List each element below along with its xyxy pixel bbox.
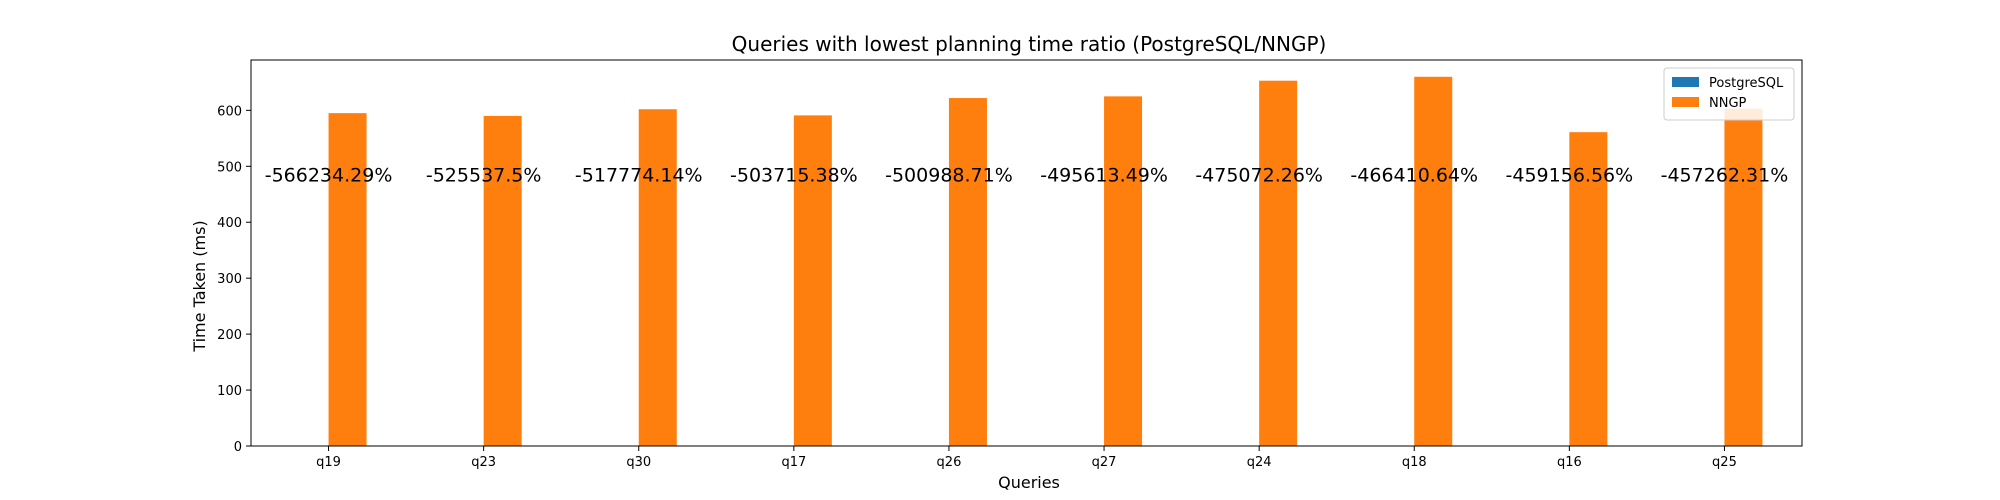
data-label-q17: -503715.38% xyxy=(730,164,858,186)
data-label-q16: -459156.56% xyxy=(1506,164,1634,186)
data-label-q18: -466410.64% xyxy=(1350,164,1478,186)
legend-swatch-nngp xyxy=(1672,97,1699,107)
x-tick-label: q27 xyxy=(1092,455,1117,470)
y-tick-label: 600 xyxy=(217,104,242,119)
data-label-q24: -475072.26% xyxy=(1195,164,1323,186)
bar-nngp-q24 xyxy=(1259,80,1298,446)
bar-nngp-q27 xyxy=(1104,96,1143,447)
y-axis-label: Time Taken (ms) xyxy=(190,220,209,352)
legend: PostgreSQL NNGP xyxy=(1663,67,1795,121)
x-tick-label: q17 xyxy=(781,455,806,470)
data-label-q26: -500988.71% xyxy=(885,164,1013,186)
x-tick-label: q16 xyxy=(1557,455,1582,470)
y-tick-label: 0 xyxy=(234,440,242,455)
legend-label-postgresql: PostgreSQL xyxy=(1709,76,1784,91)
bar-nngp-q25 xyxy=(1724,108,1763,447)
x-tick-label: q26 xyxy=(937,455,962,470)
x-tick-label: q18 xyxy=(1402,455,1427,470)
bar-nngp-q23 xyxy=(483,115,522,447)
plot-frame xyxy=(250,59,1803,447)
bars-group xyxy=(290,76,1763,447)
bar-nngp-q18 xyxy=(1414,76,1453,447)
bar-nngp-q26 xyxy=(948,98,987,446)
data-label-q27: -495613.49% xyxy=(1040,164,1168,186)
x-axis-label: Queries xyxy=(998,473,1060,492)
annotations-group: -566234.29% -525537.5% -517774.14% -503715.… xyxy=(265,164,1789,186)
x-tick-label: q23 xyxy=(471,455,496,470)
legend-swatch-postgresql xyxy=(1672,77,1699,87)
x-tick-label: q30 xyxy=(626,455,651,470)
bar-nngp-q19 xyxy=(328,113,367,446)
x-axis: q19 q23 q30 q17 q26 q27 q24 q18 q16 q25 xyxy=(316,446,1737,470)
y-axis: 0 100 200 300 400 500 600 xyxy=(217,104,251,455)
x-tick-label: q25 xyxy=(1712,455,1737,470)
chart-title: Queries with lowest planning time ratio … xyxy=(732,32,1327,56)
bar-nngp-q16 xyxy=(1569,132,1608,446)
x-tick-label: q19 xyxy=(316,455,341,470)
y-tick-label: 400 xyxy=(217,216,242,231)
bar-nngp-q17 xyxy=(793,115,832,447)
y-tick-label: 300 xyxy=(217,272,242,287)
data-label-q25: -457262.31% xyxy=(1661,164,1789,186)
legend-label-nngp: NNGP xyxy=(1709,96,1747,111)
y-tick-label: 200 xyxy=(217,328,242,343)
x-tick-label: q24 xyxy=(1247,455,1272,470)
bar-nngp-q30 xyxy=(638,109,677,446)
data-label-q23: -525537.5% xyxy=(426,164,542,186)
y-tick-label: 100 xyxy=(217,384,242,399)
data-label-q30: -517774.14% xyxy=(575,164,703,186)
data-label-q19: -566234.29% xyxy=(265,164,393,186)
y-tick-label: 500 xyxy=(217,160,242,175)
